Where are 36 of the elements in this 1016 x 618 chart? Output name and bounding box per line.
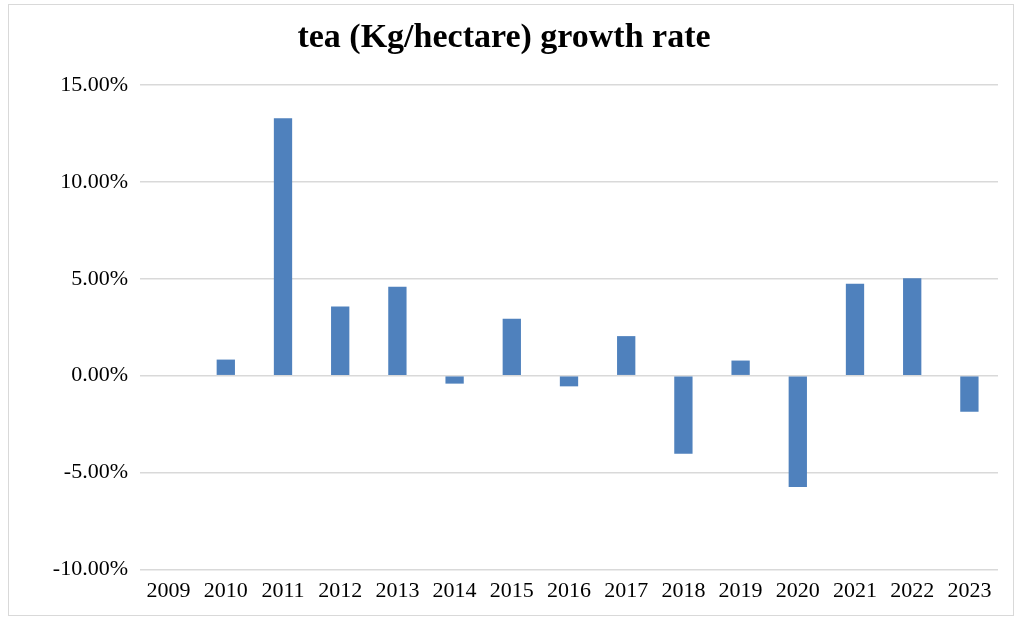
x-tick-label: 2014 [432,576,477,602]
x-tick-label: 2022 [890,576,935,602]
x-tick-label: 2016 [547,576,591,602]
y-tick-label: 15.00% [60,70,128,96]
bar [273,118,293,375]
bar [502,318,521,375]
x-tick-label: 2021 [833,576,877,602]
bar [331,306,350,375]
y-tick-label: -5.00% [63,458,128,484]
bar [617,336,636,375]
bar [845,283,865,375]
bar [559,376,579,387]
bar [788,376,807,487]
bar [216,359,235,375]
y-tick-label: -10.00% [52,555,128,581]
bar [960,376,979,412]
y-tick-label: 10.00% [60,167,128,193]
x-tick-label: 2017 [604,576,649,602]
x-tick-label: 2009 [146,576,191,602]
y-tick-label: 0.00% [71,361,128,387]
chart-title: tea (Kg/hectare) growth rate [297,17,711,56]
x-tick-label: 2015 [489,576,534,602]
x-tick-label: 2019 [718,576,763,602]
x-tick-label: 2020 [775,576,820,602]
bar [388,286,407,375]
x-tick-label: 2012 [318,576,363,602]
x-tick-label: 2023 [947,576,992,602]
bar [903,278,922,375]
x-tick-label: 2018 [661,576,706,602]
x-tick-label: 2010 [203,576,248,602]
bar [731,360,750,375]
x-tick-label: 2013 [375,576,420,602]
bar [674,376,693,454]
y-tick-label: 5.00% [71,264,128,290]
x-tick-label: 2011 [261,576,305,602]
bar [445,376,464,384]
